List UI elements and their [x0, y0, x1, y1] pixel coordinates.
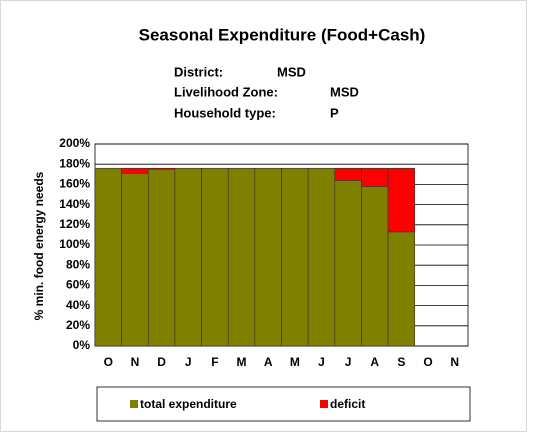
y-tick-label: 20%: [66, 318, 90, 332]
x-tick-label: D: [157, 355, 166, 369]
y-tick-label: 140%: [59, 197, 90, 211]
bar-segment: [201, 167, 229, 347]
x-tick-label: F: [211, 355, 218, 369]
x-tick-label: S: [397, 355, 405, 369]
x-tick-label: A: [370, 355, 379, 369]
x-tick-label: J: [345, 355, 352, 369]
y-tick-label: 80%: [66, 257, 90, 271]
x-tick-label: M: [290, 355, 300, 369]
bar-segment: [387, 167, 416, 233]
legend-box: [96, 386, 471, 422]
x-tick-label: J: [318, 355, 325, 369]
y-tick-label: 0%: [73, 338, 91, 352]
bar-segment: [94, 167, 122, 347]
bar-segment: [361, 167, 389, 187]
bar-segment: [121, 172, 149, 347]
bar-segment: [254, 167, 282, 347]
y-tick-label: 180%: [59, 156, 90, 170]
info-value: MSD: [330, 84, 359, 99]
info-label: District:: [174, 64, 223, 79]
x-tick-label: A: [264, 355, 273, 369]
bar-segment: [227, 167, 256, 347]
bar-segment: [174, 167, 202, 347]
x-tick-label: O: [104, 355, 113, 369]
bar-segment: [334, 167, 362, 181]
y-tick-label: 100%: [59, 237, 90, 251]
info-label: Household type:: [174, 105, 276, 120]
legend-swatch: [320, 400, 328, 408]
y-tick-label: 160%: [59, 177, 90, 191]
chart-title: Seasonal Expenditure (Food+Cash): [139, 25, 426, 44]
y-tick-label: 40%: [66, 298, 90, 312]
bar-segment: [334, 180, 362, 347]
x-tick-label: M: [237, 355, 247, 369]
y-tick-label: 60%: [66, 278, 90, 292]
y-tick-label: 200%: [59, 136, 90, 150]
info-label: Livelihood Zone:: [174, 84, 278, 99]
bar-segment: [147, 168, 176, 347]
x-tick-label: O: [423, 355, 432, 369]
y-tick-label: 120%: [59, 217, 90, 231]
x-tick-label: N: [131, 355, 140, 369]
y-axis-label: % min. food energy needs: [32, 171, 46, 320]
legend-swatch: [130, 400, 138, 408]
bar-segment: [147, 167, 176, 170]
legend-label: deficit: [330, 397, 365, 411]
bar-segment: [361, 186, 389, 347]
bar-segment: [387, 231, 416, 347]
bar-segment: [281, 167, 309, 347]
bar-segment: [121, 167, 149, 174]
bar-segment: [307, 167, 336, 347]
x-tick-label: N: [450, 355, 459, 369]
info-value: MSD: [277, 64, 306, 79]
info-value: P: [330, 105, 339, 120]
legend-label: total expenditure: [140, 397, 237, 411]
x-tick-label: J: [185, 355, 192, 369]
